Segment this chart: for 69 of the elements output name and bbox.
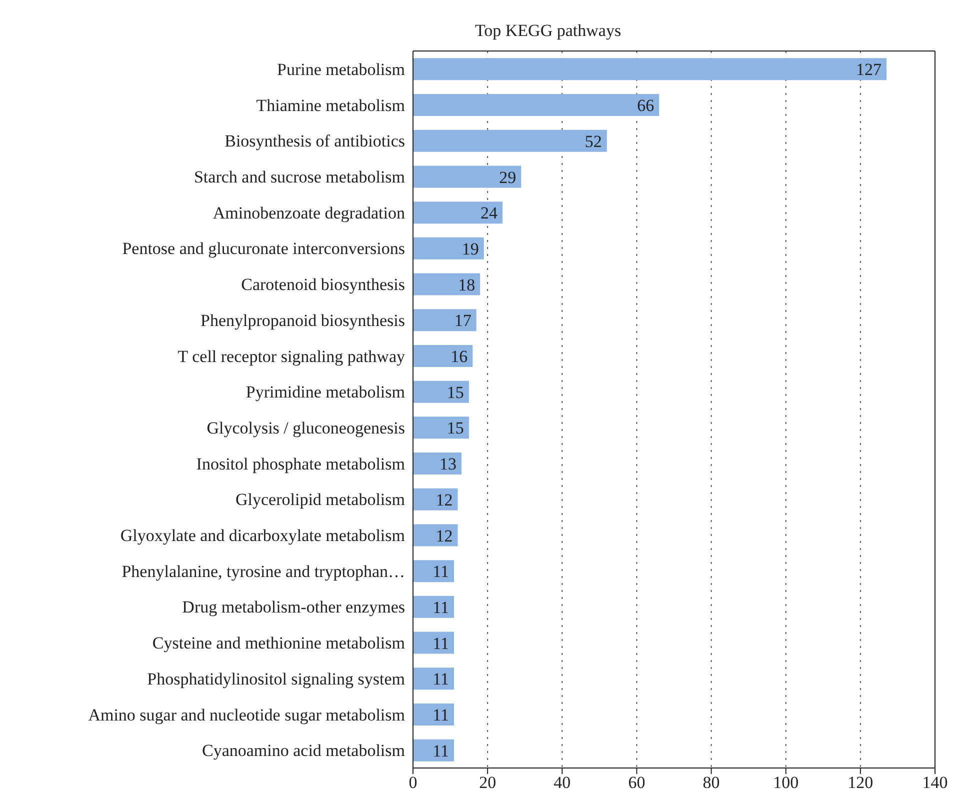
x-tick-label: 100: [773, 773, 799, 792]
bar: [413, 416, 469, 439]
bar: [413, 632, 454, 654]
bar: [413, 344, 473, 367]
data-label: 11: [432, 598, 450, 617]
x-tick-label: 0: [408, 773, 418, 792]
y-tick-label: Glycerolipid metabolism: [236, 490, 405, 510]
y-tick-label: Cyanoamino acid metabolism: [202, 741, 405, 760]
data-label: 19: [462, 239, 479, 258]
y-tick-label: Pentose and glucuronate interconversions: [122, 239, 405, 258]
data-label: 11: [432, 741, 450, 760]
y-tick-label: Starch and sucrose metabolism: [194, 168, 405, 187]
bar: [413, 452, 462, 475]
data-label: 12: [436, 526, 453, 546]
bar: [413, 58, 887, 80]
bar: [413, 524, 458, 546]
data-label: 13: [439, 454, 456, 474]
data-label: 15: [446, 382, 464, 402]
y-tick-label: Phosphatidylinositol signaling system: [147, 669, 405, 688]
x-tick-label: 120: [848, 773, 874, 792]
y-tick-label: Biosynthesis of antibiotics: [224, 132, 405, 151]
y-tick-label: Glycolysis / gluconeogenesis: [206, 418, 405, 438]
bar: [413, 703, 454, 726]
data-label: 17: [454, 311, 472, 330]
data-label: 12: [436, 490, 453, 510]
y-tick-label: Purine metabolism: [277, 60, 405, 79]
data-label: 15: [446, 418, 464, 438]
data-label: 11: [432, 634, 450, 653]
y-tick-label: Inositol phosphate metabolism: [196, 454, 405, 474]
bar: [413, 309, 476, 332]
x-tick-label: 80: [702, 773, 720, 792]
bar: [413, 560, 454, 582]
bar: [413, 237, 484, 260]
x-tick-label: 40: [554, 773, 571, 792]
data-label: 16: [450, 347, 468, 366]
y-tick-label: Amino sugar and nucleotide sugar metabolism: [88, 705, 405, 724]
data-label: 11: [432, 562, 450, 582]
bar: [413, 166, 522, 188]
y-tick-label: Phenylalanine, tyrosine and tryptophan…: [122, 562, 405, 581]
bar: [413, 488, 458, 510]
y-tick-label: Aminobenzoate degradation: [212, 203, 406, 222]
y-tick-label: Drug metabolism-other enzymes: [182, 598, 405, 617]
bar: [413, 130, 607, 152]
bar: [413, 380, 469, 403]
data-label: 29: [499, 168, 516, 187]
bar: [413, 202, 502, 224]
y-tick-label: Carotenoid biosynthesis: [241, 275, 405, 294]
x-tick-label: 60: [628, 773, 646, 792]
data-label: 11: [432, 670, 450, 689]
bar: [413, 273, 480, 296]
bar: [413, 668, 454, 690]
y-tick-label: Thiamine metabolism: [256, 96, 405, 115]
y-tick-label: Pyrimidine metabolism: [246, 382, 405, 402]
data-label: 52: [584, 132, 602, 151]
bar: [413, 739, 454, 762]
data-label: 127: [856, 60, 882, 80]
y-tick-label: Cysteine and methionine metabolism: [152, 634, 405, 653]
y-tick-label: Glyoxylate and dicarboxylate metabolism: [120, 526, 405, 546]
data-label: 66: [637, 96, 654, 116]
y-tick-label: T cell receptor signaling pathway: [178, 346, 406, 366]
y-tick-label: Phenylpropanoid biosynthesis: [200, 310, 405, 330]
data-label: 11: [432, 706, 450, 725]
bar: [413, 596, 454, 618]
x-tick-label: 140: [922, 773, 948, 792]
chart-title: Top KEGG pathways: [474, 21, 622, 40]
data-label: 18: [458, 275, 476, 294]
x-tick-label: 20: [479, 773, 496, 792]
data-label: 24: [480, 204, 498, 223]
bar: [413, 94, 660, 116]
